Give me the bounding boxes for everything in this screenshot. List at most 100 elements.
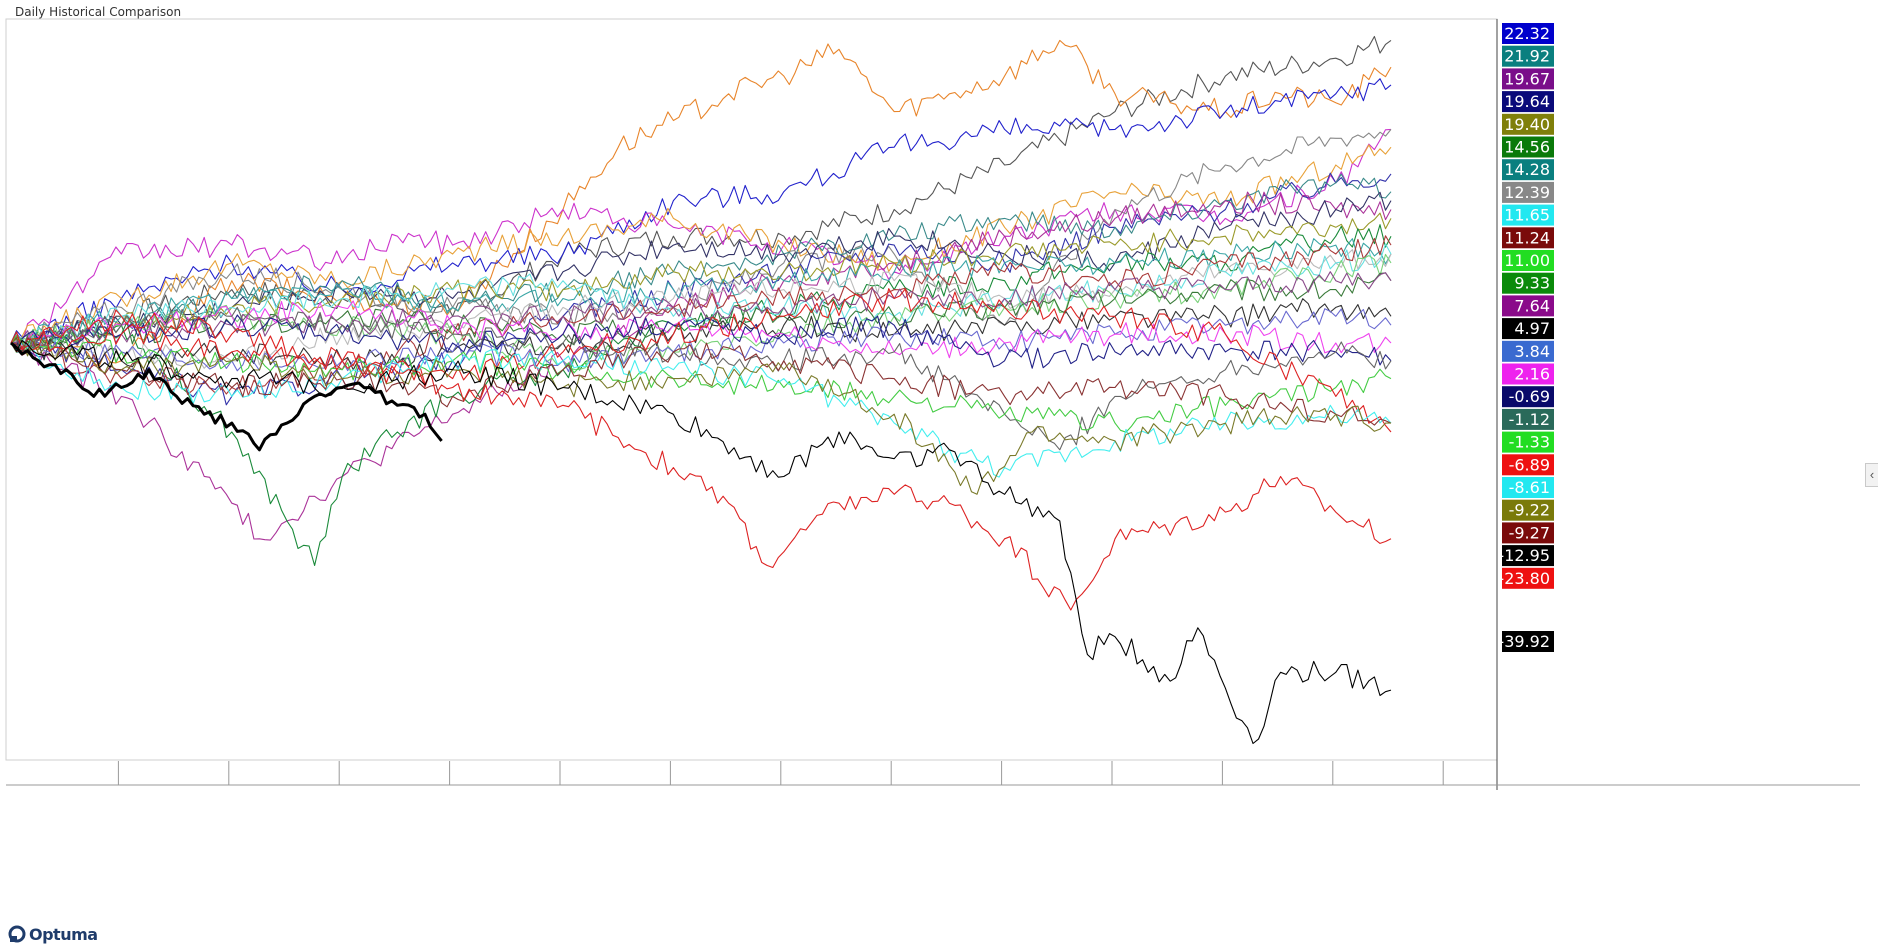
value-badge-label: 19.67 [1504, 69, 1550, 88]
value-badge-label: 7.64 [1514, 296, 1550, 315]
value-badge-bg [1502, 408, 1554, 430]
collapse-panel-button[interactable]: ‹ [1865, 463, 1878, 487]
value-badge-bg [1502, 545, 1554, 567]
value-badge: -9.22 [1502, 499, 1554, 521]
value-badge-bg [1502, 477, 1554, 498]
value-badge: 19.67 [1502, 68, 1554, 90]
series-line [10, 334, 1392, 433]
value-badge-label: 12.39 [1504, 183, 1550, 202]
chevron-left-icon: ‹ [1869, 467, 1875, 482]
value-badge-label: -0.69 [1509, 387, 1550, 406]
value-badge-bg [1502, 499, 1554, 521]
value-badge: 19.64 [1502, 91, 1554, 113]
value-badge-label: 9.33 [1514, 274, 1550, 293]
value-badge: 14.28 [1502, 159, 1554, 181]
series-line [10, 339, 1392, 745]
value-badge-bg [1502, 113, 1554, 135]
value-badge: 3.84 [1502, 340, 1554, 362]
series-line [10, 173, 1392, 354]
series-line [10, 288, 1392, 433]
value-badge-bg [1502, 631, 1554, 652]
value-badge-label: -39.92 [1498, 632, 1550, 651]
value-badge-bg [1502, 272, 1554, 294]
value-badge-label: 19.64 [1504, 92, 1550, 111]
optuma-logo-icon [8, 925, 26, 943]
value-badge-label: 14.56 [1504, 138, 1550, 157]
value-badge-bg [1502, 159, 1554, 181]
value-badge-label: 2.16 [1514, 365, 1550, 384]
value-badge-label: 19.40 [1504, 115, 1550, 134]
value-badge-bg [1502, 91, 1554, 113]
value-badge: -12.95 [1498, 545, 1554, 567]
value-badge: -23.80 [1498, 567, 1554, 589]
value-badge: 11.00 [1502, 250, 1554, 271]
series-line [10, 128, 1392, 347]
brand-logo: Optuma [8, 923, 98, 945]
series-line [10, 341, 443, 452]
series-line [10, 191, 1392, 352]
plot-frame [5, 18, 1860, 790]
series-line [10, 342, 1392, 478]
value-badge: -0.69 [1502, 386, 1554, 408]
value-badge-bg [1502, 567, 1554, 589]
value-badge: 12.39 [1502, 181, 1554, 203]
series-line [10, 35, 1392, 349]
value-badge: -39.92 [1498, 631, 1554, 652]
value-badge-label: 14.28 [1504, 160, 1550, 179]
value-badge-bg [1502, 295, 1554, 317]
value-badge-bg [1502, 250, 1554, 271]
value-badge-label: 3.84 [1514, 342, 1550, 361]
series-line [10, 144, 1392, 345]
value-badge: 21.92 [1502, 45, 1554, 67]
series-line [10, 238, 1392, 350]
series-line [10, 272, 1392, 352]
value-badge-bg [1502, 23, 1554, 44]
series-line [10, 323, 1392, 611]
value-badge-label: -1.12 [1509, 410, 1550, 429]
value-badge-label: -1.33 [1509, 433, 1550, 452]
series-line [10, 300, 1392, 359]
series-line [10, 224, 1392, 567]
value-badge-label: -9.27 [1509, 523, 1550, 542]
value-badge-bg [1502, 454, 1554, 476]
series-line [10, 337, 1392, 426]
value-badge-bg [1502, 363, 1554, 385]
value-badge-bg [1502, 522, 1554, 544]
series-line [10, 129, 1392, 350]
value-badges: 22.32 21.92 19.67 19.64 19.40 14.56 14.28 12.39… [1498, 23, 1554, 652]
value-badge-label: 11.00 [1504, 251, 1550, 270]
value-badge-label: 4.97 [1514, 319, 1550, 338]
value-badge: 2.16 [1502, 363, 1554, 385]
chart-title: Daily Historical Comparison [15, 5, 182, 19]
series-line [10, 172, 1392, 406]
value-badge-bg [1502, 431, 1554, 453]
value-badge: -8.61 [1502, 477, 1554, 498]
value-badge-bg [1502, 340, 1554, 362]
value-badge: 11.65 [1502, 204, 1554, 226]
value-badge-label: 22.32 [1504, 24, 1550, 43]
value-badge-label: 11.24 [1504, 228, 1550, 247]
value-badge: 19.40 [1502, 113, 1554, 135]
series-lines [10, 35, 1392, 745]
value-badge: 9.33 [1502, 272, 1554, 294]
value-badge: -9.27 [1502, 522, 1554, 544]
series-line [10, 337, 1391, 495]
series-line [10, 212, 1392, 350]
value-badge-bg [1502, 204, 1554, 226]
series-line [10, 235, 1392, 397]
value-badge-bg [1502, 68, 1554, 90]
x-axis [117, 761, 1444, 785]
value-badge: 22.32 [1502, 23, 1554, 44]
value-badge-bg [1502, 45, 1554, 67]
value-badge-bg [1502, 136, 1554, 158]
value-badge-label: 21.92 [1504, 47, 1550, 66]
value-badge-label: -23.80 [1498, 569, 1550, 588]
series-line [10, 314, 1392, 369]
value-badge: 14.56 [1502, 136, 1554, 158]
value-badge: -6.89 [1502, 454, 1554, 476]
value-badge: -1.12 [1502, 408, 1554, 430]
value-badge-bg [1502, 227, 1554, 249]
value-badge: 4.97 [1502, 318, 1554, 340]
brand-name: Optuma [29, 924, 98, 944]
